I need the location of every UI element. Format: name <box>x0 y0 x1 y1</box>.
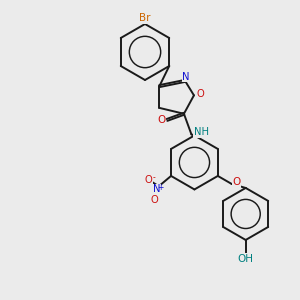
Text: O: O <box>196 89 204 99</box>
Text: N: N <box>153 184 160 194</box>
Text: +: + <box>158 183 164 192</box>
Text: -: - <box>152 173 155 182</box>
Text: N: N <box>182 72 190 82</box>
Text: O: O <box>232 177 241 187</box>
Text: NH: NH <box>194 128 209 137</box>
Text: OH: OH <box>238 254 254 264</box>
Text: O: O <box>157 115 165 125</box>
Text: Br: Br <box>139 13 151 23</box>
Text: O: O <box>151 195 159 205</box>
Text: O: O <box>145 175 153 185</box>
